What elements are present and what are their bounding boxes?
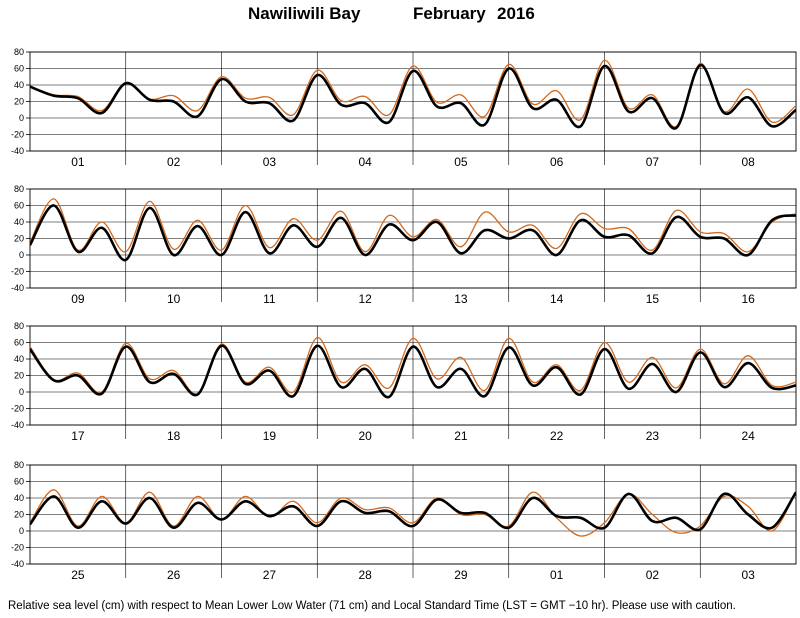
predicted-series-line	[30, 336, 796, 395]
day-label: 20	[358, 429, 372, 443]
y-tick-label: 40	[14, 217, 24, 227]
day-label: 03	[263, 155, 277, 169]
y-tick-label: 20	[14, 510, 24, 520]
plot-frame	[29, 325, 797, 426]
chart-title-month: February	[413, 4, 486, 23]
day-label: 01	[550, 568, 564, 582]
observed-series-line	[30, 491, 796, 532]
day-label: 28	[358, 568, 372, 582]
y-tick-label: 0	[19, 526, 24, 536]
y-tick-label: 0	[19, 113, 24, 123]
predicted-series-line	[30, 198, 796, 253]
day-label: 27	[263, 568, 277, 582]
y-tick-label: 60	[14, 477, 24, 487]
day-label: 24	[741, 429, 755, 443]
predicted-series-line	[30, 489, 796, 537]
y-tick-label: 20	[14, 371, 24, 381]
day-label: 08	[741, 155, 755, 169]
y-tick-label: 40	[14, 493, 24, 503]
day-label: 04	[358, 155, 372, 169]
day-label: 02	[167, 155, 181, 169]
y-tick-label: -40	[11, 146, 24, 156]
y-tick-label: 80	[14, 321, 24, 331]
day-label: 16	[741, 292, 755, 306]
day-label: 22	[550, 429, 564, 443]
day-label: 10	[167, 292, 181, 306]
day-label: 25	[71, 568, 85, 582]
day-label: 03	[741, 568, 755, 582]
day-label: 02	[646, 568, 660, 582]
day-label: 15	[646, 292, 660, 306]
y-tick-label: 40	[14, 80, 24, 90]
y-tick-label: 60	[14, 338, 24, 348]
day-label: 26	[167, 568, 181, 582]
day-label: 14	[550, 292, 564, 306]
day-label: 05	[454, 155, 468, 169]
y-tick-label: -40	[11, 559, 24, 569]
y-tick-label: 60	[14, 201, 24, 211]
observed-series-line	[30, 344, 796, 399]
day-label: 01	[71, 155, 85, 169]
y-tick-label: -20	[11, 267, 24, 277]
y-tick-label: -20	[11, 404, 24, 414]
plot-frame	[29, 51, 797, 152]
chart-title-station: Nawiliwili Bay	[248, 4, 361, 23]
day-label: 17	[71, 429, 85, 443]
y-tick-label: 80	[14, 47, 24, 57]
observed-series-line	[30, 63, 796, 130]
y-tick-label: 20	[14, 234, 24, 244]
y-tick-label: -40	[11, 420, 24, 430]
y-tick-label: 60	[14, 64, 24, 74]
day-label: 29	[454, 568, 468, 582]
y-tick-label: 0	[19, 387, 24, 397]
y-tick-label: 80	[14, 184, 24, 194]
day-label: 19	[263, 429, 277, 443]
y-tick-label: -20	[11, 543, 24, 553]
y-tick-label: -20	[11, 130, 24, 140]
y-tick-label: 40	[14, 354, 24, 364]
day-label: 06	[550, 155, 564, 169]
day-label: 12	[358, 292, 372, 306]
y-tick-label: 0	[19, 250, 24, 260]
y-tick-label: -40	[11, 283, 24, 293]
predicted-series-line	[30, 59, 796, 128]
y-tick-label: 80	[14, 460, 24, 470]
day-label: 23	[646, 429, 660, 443]
day-label: 11	[263, 292, 276, 306]
observed-series-line	[30, 204, 796, 262]
day-label: 21	[454, 429, 468, 443]
day-label: 18	[167, 429, 181, 443]
y-tick-label: 20	[14, 97, 24, 107]
day-label: 07	[646, 155, 660, 169]
footer-note: Relative sea level (cm) with respect to …	[8, 600, 736, 612]
day-label: 09	[71, 292, 85, 306]
plot-frame	[29, 464, 797, 565]
day-label: 13	[454, 292, 468, 306]
chart-title-year: 2016	[497, 4, 535, 23]
plot-frame	[29, 188, 797, 289]
